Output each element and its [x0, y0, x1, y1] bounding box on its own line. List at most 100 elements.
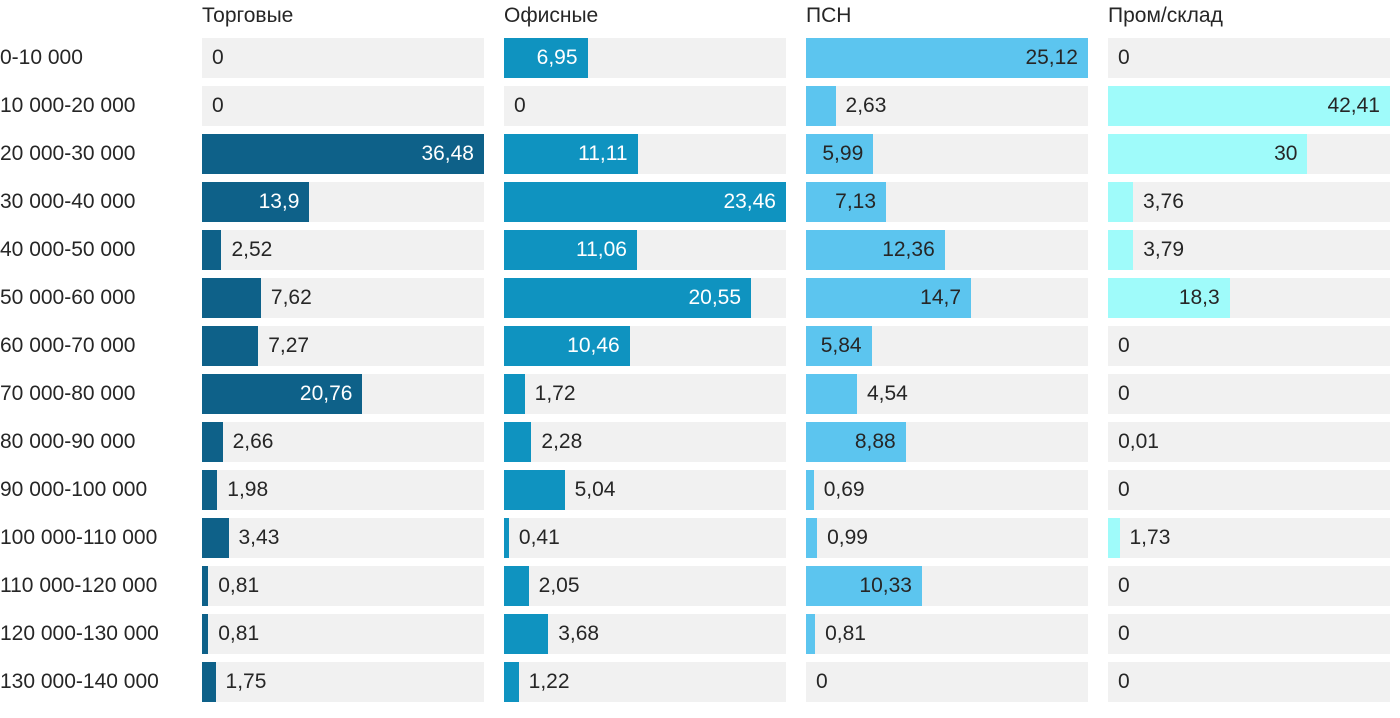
- bar-value-label: 7,13: [835, 190, 877, 213]
- bar-value-label: 1,73: [1129, 526, 1171, 549]
- bar-track: 10,46: [504, 326, 786, 366]
- bar-value-label: 13,9: [258, 190, 300, 213]
- bar-fill: [806, 86, 836, 126]
- bar-value-label: 30: [1274, 142, 1298, 165]
- bar-fill: [202, 182, 310, 222]
- bar-track: 2,05: [504, 566, 786, 606]
- bar-value-label: 36,48: [421, 142, 474, 165]
- bar-value-label: 0: [514, 94, 526, 117]
- bar-fill: [202, 326, 259, 366]
- bar-fill: [504, 470, 565, 510]
- category-labels-column: 0-10 000 10 000-20 000 20 000-30 000 30 000…: [0, 4, 182, 718]
- row-label: 0-10 000: [0, 46, 83, 69]
- bar-value-label: 20,55: [688, 286, 742, 309]
- bar-value-label: 0,81: [825, 622, 866, 645]
- bar-value-label: 1,72: [534, 382, 576, 405]
- bar-track: 2,52: [202, 230, 484, 270]
- series-bars-psn: 25,12 2,63 5,99 7,13 12,36 14,7 5,84 4,54 8,88 0,…: [806, 38, 1088, 702]
- bar-value-label: 23,46: [723, 190, 776, 213]
- series-header-prom-sklad: Пром/склад: [1108, 4, 1223, 27]
- bar-value-label: 1,75: [225, 670, 267, 693]
- row-label: 100 000-110 000: [0, 526, 158, 549]
- bar-value-label: 8,88: [854, 430, 896, 453]
- bar-fill: [202, 662, 216, 702]
- bar-value-label: 5,99: [822, 142, 864, 165]
- row-label: 10 000-20 000: [0, 94, 136, 117]
- bar-track: 30: [1108, 134, 1390, 174]
- bar-value-label: 0: [816, 670, 828, 693]
- bar-value-label: 20,76: [299, 382, 353, 405]
- bar-value-label: 0: [1118, 334, 1130, 357]
- bar-track: 5,99: [806, 134, 1088, 174]
- bar-fill: [806, 326, 872, 366]
- bar-value-label: 0,99: [827, 526, 868, 549]
- bar-fill: [202, 278, 261, 318]
- row-label: 110 000-120 000: [0, 574, 158, 597]
- series-column-torgovye: Торговые 0 0 36,48 13,9 2,52 7,62 7,27 20,76 2,6…: [202, 4, 484, 718]
- bar-fill: [1108, 230, 1134, 270]
- bar-track: 0: [1108, 38, 1390, 78]
- bar-value-label: 0,81: [218, 574, 260, 597]
- bar-track: 0: [1108, 374, 1390, 414]
- row-label: 90 000-100 000: [0, 478, 148, 501]
- series-header-ofisnye: Офисные: [504, 4, 599, 27]
- bar-track: 0,99: [806, 518, 1088, 558]
- bar-fill: [806, 134, 874, 174]
- bar-value-label: 18,3: [1178, 286, 1220, 309]
- bar-value-label: 2,28: [541, 430, 583, 453]
- bar-value-label: 14,7: [920, 286, 962, 309]
- series-column-prom-sklad: Пром/склад 0 42,41 30 3,76 3,79 18,3 0 0 0,01 0 1,…: [1108, 4, 1390, 718]
- bar-track: 8,88: [806, 422, 1088, 462]
- series-column-psn: ПСН 25,12 2,63 5,99 7,13 12,36 14,7 5,84 4,54 8,…: [806, 4, 1088, 718]
- bar-track: 1,75: [202, 662, 484, 702]
- bar-track: 7,13: [806, 182, 1088, 222]
- bar-fill: [504, 518, 509, 558]
- bar-value-label: 2,05: [538, 574, 580, 597]
- bar-track: 7,62: [202, 278, 484, 318]
- row-label: 20 000-30 000: [0, 142, 136, 165]
- bar-track: 0,41: [504, 518, 786, 558]
- bar-value-label: 7,62: [270, 286, 312, 309]
- bar-track: 0,69: [806, 470, 1088, 510]
- bar-track: 10,33: [806, 566, 1088, 606]
- bar-value-label: 2,66: [232, 430, 274, 453]
- labels-header-spacer: [0, 4, 182, 38]
- bar-fill: [504, 182, 786, 222]
- bar-fill: [202, 374, 363, 414]
- bar-value-label: 2,52: [231, 238, 273, 261]
- bar-track: 0: [1108, 326, 1390, 366]
- bar-value-label: 0: [1118, 46, 1130, 69]
- bar-track: 2,66: [202, 422, 484, 462]
- bar-value-label: 0: [1118, 622, 1130, 645]
- bar-track: 5,04: [504, 470, 786, 510]
- bar-track: 0: [202, 86, 484, 126]
- bar-value-label: 5,84: [820, 334, 862, 357]
- bar-value-label: 3,76: [1143, 190, 1184, 213]
- bar-value-label: 0: [1118, 382, 1130, 405]
- series-bars-ofisnye: 6,95 0 11,11 23,46 11,06 20,55 10,46 1,72 2,28 5,…: [504, 38, 786, 702]
- bar-track: 0: [1108, 662, 1390, 702]
- bar-value-label: 0: [1118, 478, 1130, 501]
- row-label: 120 000-130 000: [0, 622, 159, 645]
- bar-fill: [1108, 518, 1120, 558]
- bar-value-label: 10,46: [567, 334, 620, 357]
- bar-track: 2,28: [504, 422, 786, 462]
- bar-track: 3,68: [504, 614, 786, 654]
- bar-track: 23,46: [504, 182, 786, 222]
- bar-value-label: 11,11: [578, 142, 628, 165]
- bar-fill: [806, 38, 1088, 78]
- bar-track: 3,43: [202, 518, 484, 558]
- bar-value-label: 0: [1118, 574, 1130, 597]
- bar-track: 42,41: [1108, 86, 1390, 126]
- bar-value-label: 42,41: [1327, 94, 1380, 117]
- bar-value-label: 0,81: [218, 622, 260, 645]
- series-bars-prom-sklad: 0 42,41 30 3,76 3,79 18,3 0 0 0,01 0 1,73 0 0 0: [1108, 38, 1390, 702]
- bar-track: 0,81: [202, 566, 484, 606]
- bar-fill: [504, 326, 630, 366]
- bar-track: 25,12: [806, 38, 1088, 78]
- bar-track: 0: [1108, 566, 1390, 606]
- bar-fill: [806, 422, 906, 462]
- bar-value-label: 3,68: [558, 622, 600, 645]
- bar-track: 12,36: [806, 230, 1088, 270]
